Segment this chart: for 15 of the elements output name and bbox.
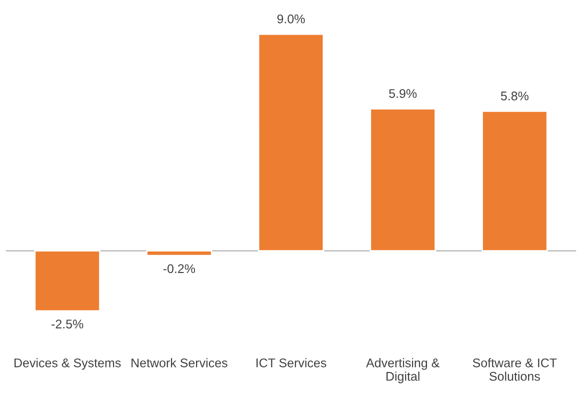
x-tick-label: Network Services <box>132 358 228 368</box>
bar <box>34 250 100 312</box>
data-label: -0.2% <box>163 264 196 274</box>
x-tick-label: Devices & Systems <box>14 358 121 370</box>
data-label: 5.8% <box>500 92 528 100</box>
bar <box>258 33 324 252</box>
data-label: 5.9% <box>389 89 417 98</box>
bar <box>370 108 436 252</box>
bar <box>146 250 212 256</box>
bar <box>482 110 548 252</box>
x-tick-label: ICT Services <box>256 358 326 368</box>
data-label: 9.0% <box>277 14 305 24</box>
data-label: -2.5% <box>52 320 84 328</box>
x-tick-label: Advertising & Digital <box>366 358 440 384</box>
x-tick-label: Software & ICT Solutions <box>472 358 557 381</box>
